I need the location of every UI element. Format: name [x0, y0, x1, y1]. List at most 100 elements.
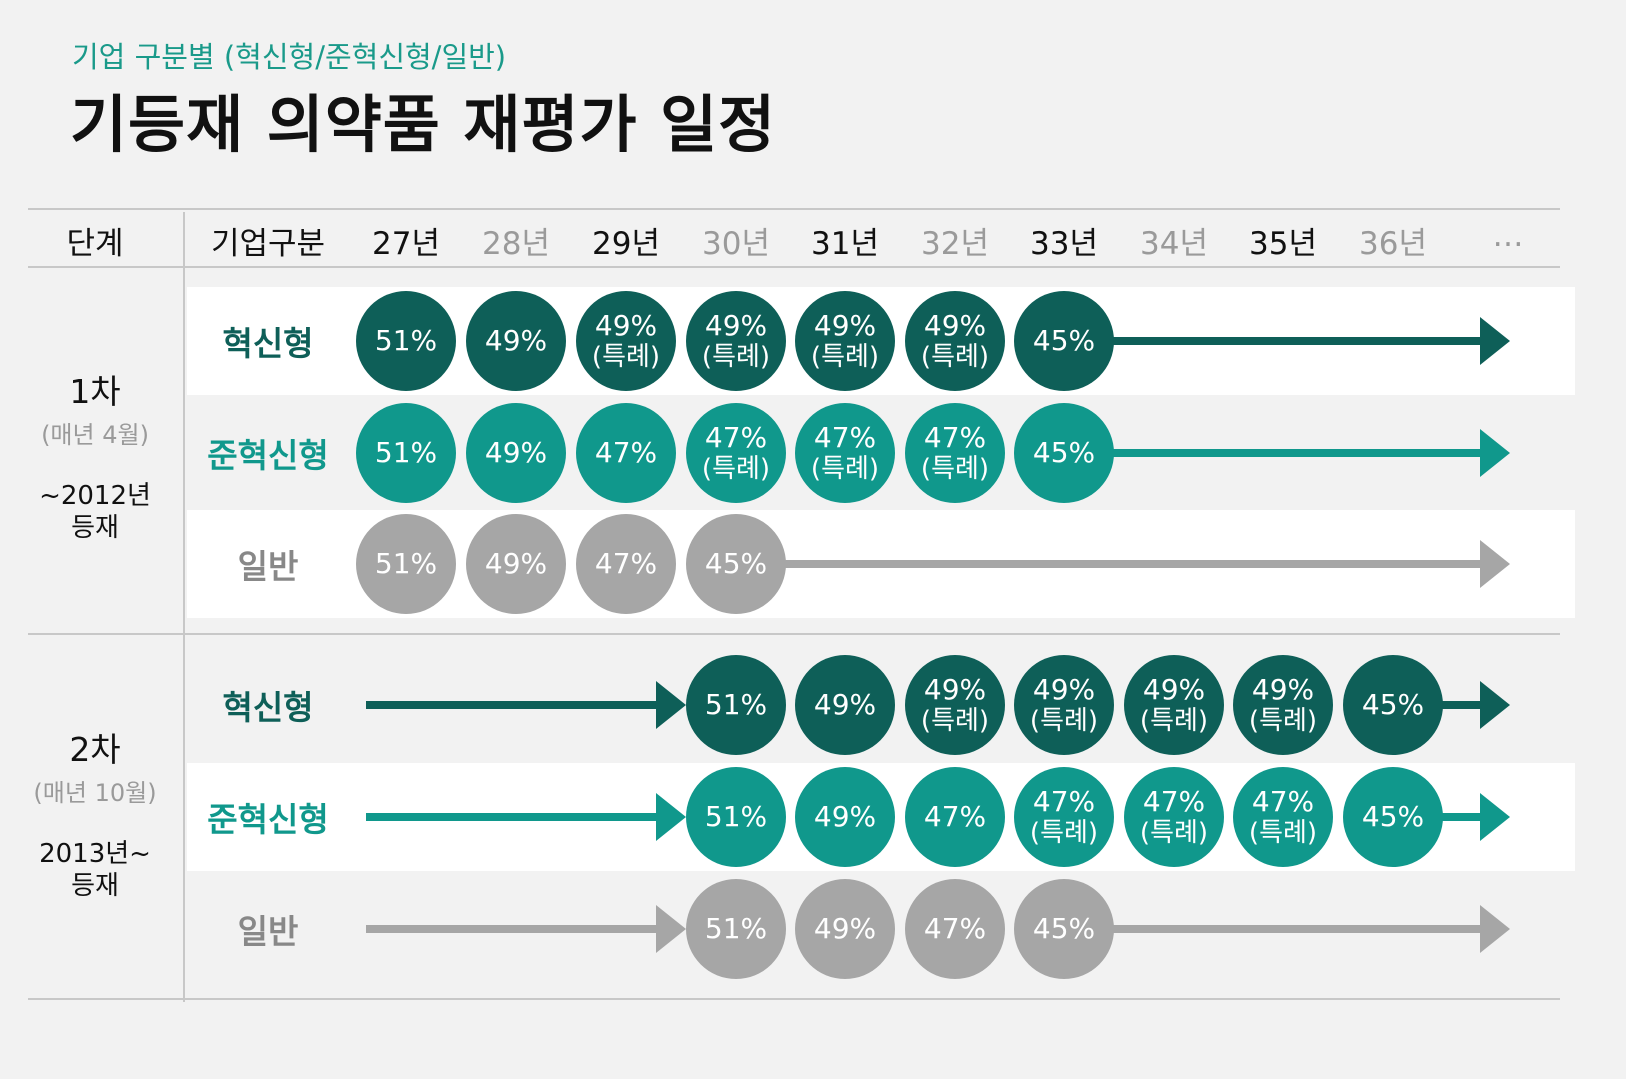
table-bottom-line [28, 998, 1560, 1000]
more-years-ellipsis: … [1492, 218, 1524, 254]
special-case-note: (특례) [1248, 818, 1318, 848]
rate-circle: 51% [686, 767, 786, 867]
rate-circle: 45% [686, 514, 786, 614]
stage-label: 2차 (매년 10월) 2013년~ 등재 [15, 723, 175, 902]
arrow-head [1480, 540, 1510, 588]
rate-percent: 49% [1032, 673, 1096, 706]
registration-period: ~2012년 [39, 481, 151, 511]
registration-period: 2013년~ [39, 839, 151, 869]
rate-circle: 45% [1343, 767, 1443, 867]
rate-circle: 47% [576, 403, 676, 503]
stage-name: 2차 [69, 730, 121, 769]
rate-circle: 49% [795, 655, 895, 755]
rate-circle: 49% (특례) [1014, 655, 1114, 755]
rate-circle: 49% (특례) [686, 291, 786, 391]
rate-percent: 51% [374, 324, 438, 357]
continuation-arrow [1433, 681, 1510, 729]
year-header: 28년 [482, 226, 550, 262]
year-header: 35년 [1249, 226, 1317, 262]
special-case-note: (특례) [1139, 818, 1209, 848]
arrow-head [656, 793, 686, 841]
year-header: 30년 [702, 226, 770, 262]
rate-percent: 47% [1142, 785, 1206, 818]
rate-percent: 49% [923, 673, 987, 706]
lead-arrow [366, 905, 686, 953]
lead-arrow [366, 793, 686, 841]
rate-circle: 51% [356, 403, 456, 503]
rate-percent: 47% [923, 912, 987, 945]
rate-circle: 49% [466, 291, 566, 391]
stage-registration: 2013년~ 등재 [15, 838, 175, 902]
year-header: 29년 [592, 226, 660, 262]
stage-column-divider [183, 212, 185, 1002]
stage-name: 1차 [69, 372, 121, 411]
rate-percent: 47% [594, 436, 658, 469]
rate-circle: 47% (특례) [795, 403, 895, 503]
rate-circle: 47% [905, 767, 1005, 867]
rate-circle: 49% (특례) [905, 655, 1005, 755]
rate-circle: 47% (특례) [1014, 767, 1114, 867]
rate-circle: 45% [1014, 879, 1114, 979]
rate-circle: 45% [1343, 655, 1443, 755]
rate-percent: 49% [484, 324, 548, 357]
rate-percent: 49% [484, 436, 548, 469]
rate-percent: 51% [374, 547, 438, 580]
rate-percent: 45% [1032, 436, 1096, 469]
arrow-head [1480, 429, 1510, 477]
rate-circle: 45% [1014, 403, 1114, 503]
arrow-head [1480, 793, 1510, 841]
rate-circle: 49% [795, 767, 895, 867]
arrow-head [1480, 317, 1510, 365]
rate-percent: 49% [813, 800, 877, 833]
arrow-head [1480, 905, 1510, 953]
year-header: 31년 [811, 226, 879, 262]
rate-circle: 45% [1014, 291, 1114, 391]
arrow-head [1480, 681, 1510, 729]
rate-circle: 49% (특례) [576, 291, 676, 391]
rate-circle: 47% (특례) [905, 403, 1005, 503]
stage-column-header: 단계 [66, 226, 124, 262]
header-top-line [28, 208, 1560, 210]
rate-percent: 51% [704, 800, 768, 833]
category-label: 준혁신형 [207, 436, 329, 475]
year-header: 32년 [921, 226, 989, 262]
special-case-note: (특례) [920, 342, 990, 372]
rate-percent: 45% [1361, 800, 1425, 833]
rate-percent: 47% [1251, 785, 1315, 818]
rate-percent: 49% [704, 309, 768, 342]
continuation-arrow [1104, 429, 1510, 477]
category-label: 혁신형 [222, 688, 314, 727]
special-case-note: (특례) [701, 342, 771, 372]
rate-percent: 47% [923, 800, 987, 833]
registration-label: 등재 [71, 871, 119, 901]
rate-percent: 51% [704, 912, 768, 945]
rate-circle: 49% [795, 879, 895, 979]
rate-percent: 49% [1251, 673, 1315, 706]
rate-circle: 47% (특례) [1233, 767, 1333, 867]
stage-registration: ~2012년 등재 [15, 480, 175, 544]
rate-circle: 51% [356, 514, 456, 614]
arrow-head [656, 905, 686, 953]
stage-schedule: (매년 4월) [41, 421, 149, 449]
rate-percent: 47% [1032, 785, 1096, 818]
year-header: 34년 [1140, 226, 1208, 262]
rate-circle: 49% (특례) [905, 291, 1005, 391]
category-label: 일반 [237, 547, 299, 586]
header-bottom-line [28, 266, 1560, 268]
rate-circle: 51% [686, 655, 786, 755]
rate-percent: 47% [594, 547, 658, 580]
rate-percent: 51% [704, 688, 768, 721]
special-case-note: (특례) [1248, 706, 1318, 736]
lead-arrow [366, 681, 686, 729]
year-header: 27년 [372, 226, 440, 262]
rate-circle: 49% [466, 514, 566, 614]
rate-circle: 51% [686, 879, 786, 979]
page-title: 기등재 의약품 재평가 일정 [70, 88, 777, 161]
continuation-arrow [1104, 905, 1510, 953]
special-case-note: (특례) [920, 454, 990, 484]
rate-circle: 47% (특례) [686, 403, 786, 503]
rate-circle: 51% [356, 291, 456, 391]
special-case-note: (특례) [591, 342, 661, 372]
special-case-note: (특례) [1029, 706, 1099, 736]
rate-percent: 49% [923, 309, 987, 342]
